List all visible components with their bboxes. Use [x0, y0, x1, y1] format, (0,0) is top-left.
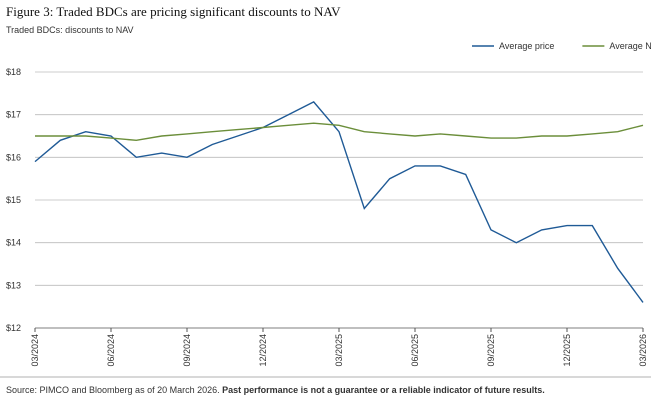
- legend-label: Average price: [499, 41, 554, 51]
- chart-title: Figure 3: Traded BDCs are pricing signif…: [6, 4, 341, 19]
- y-tick-label: $16: [6, 152, 21, 162]
- x-tick-label: 06/2024: [106, 334, 116, 367]
- x-tick-label: 03/2026: [638, 334, 648, 367]
- x-tick-label: 06/2025: [410, 334, 420, 367]
- y-tick-label: $17: [6, 110, 21, 120]
- series-line: [35, 122, 644, 142]
- series-line: [34, 101, 644, 303]
- y-tick-label: $13: [6, 280, 21, 290]
- x-tick-label: 12/2025: [562, 334, 572, 367]
- y-tick-label: $15: [6, 195, 21, 205]
- x-tick-label: 03/2024: [30, 334, 40, 367]
- source-emphasis: Past performance is not a guarantee or a…: [222, 385, 545, 395]
- x-tick-label: 03/2025: [334, 334, 344, 367]
- source: Source: PIMCO and Bloomberg as of 20 Mar…: [6, 385, 220, 395]
- legend-label: Average NAV: [609, 41, 651, 51]
- x-tick-label: 12/2024: [258, 334, 268, 367]
- x-tick-label: 09/2024: [182, 334, 192, 367]
- y-tick-label: $18: [6, 67, 21, 77]
- x-tick-label: 09/2025: [486, 334, 496, 367]
- chart-subtitle: Traded BDCs: discounts to NAV: [6, 25, 134, 35]
- y-tick-label: $12: [6, 323, 21, 333]
- y-tick-label: $14: [6, 238, 21, 248]
- source-note: Source: PIMCO and Bloomberg as of 20 Mar…: [6, 385, 545, 395]
